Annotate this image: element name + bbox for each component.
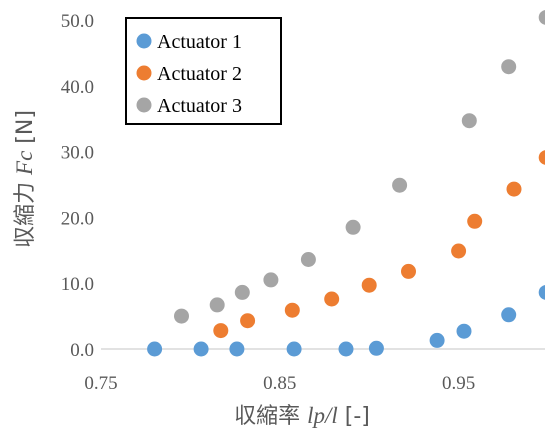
x-tick-label: 0.85 <box>263 373 296 394</box>
legend-marker-actuator-1 <box>136 33 152 49</box>
y-axis-title-symbol: Fc <box>12 151 37 176</box>
data-point <box>501 307 517 323</box>
y-axis-title: 収縮力 Fc [N] <box>12 110 38 248</box>
data-points <box>147 9 545 357</box>
y-tick-label: 20.0 <box>61 208 94 229</box>
x-axis-title-prefix: 収縮率 <box>234 404 307 429</box>
legend-marker-actuator-3 <box>136 97 152 113</box>
data-point <box>286 341 302 357</box>
x-tick-label: 0.95 <box>442 373 475 394</box>
data-point <box>538 150 545 165</box>
data-point <box>147 341 163 357</box>
data-point <box>263 272 279 288</box>
data-point <box>229 341 245 357</box>
data-point <box>429 332 445 348</box>
legend-item: Actuator 3 <box>136 95 242 117</box>
data-point <box>401 263 416 279</box>
legend-item: Actuator 2 <box>136 63 242 85</box>
data-point <box>461 113 477 129</box>
legend-label-actuator-1: Actuator 1 <box>157 31 242 53</box>
data-point <box>284 302 300 318</box>
series-actuator-2 <box>213 150 545 339</box>
data-point <box>213 323 229 339</box>
data-point <box>501 59 517 75</box>
data-point <box>368 340 384 356</box>
data-point <box>456 323 472 339</box>
y-tick-label: 30.0 <box>61 143 94 164</box>
data-point <box>174 308 189 324</box>
y-axis-title-prefix: 収縮力 <box>13 175 38 248</box>
data-point <box>361 277 377 293</box>
data-point <box>467 213 483 229</box>
data-point <box>345 219 361 235</box>
data-point <box>240 313 256 329</box>
legend-label-actuator-3: Actuator 3 <box>157 95 242 117</box>
data-point <box>300 252 316 267</box>
x-axis-title-symbol: lp/l <box>307 403 338 428</box>
legend: Actuator 1 Actuator 2 Actuator 3 <box>125 17 282 125</box>
data-point <box>506 181 522 197</box>
legend-item: Actuator 1 <box>136 31 242 53</box>
y-tick-label: 50.0 <box>61 11 94 32</box>
data-point <box>193 341 209 357</box>
x-tick-label: 0.75 <box>84 373 117 394</box>
legend-marker-actuator-2 <box>136 65 152 81</box>
data-point <box>451 243 467 259</box>
x-tick-labels: 0.75 0.85 0.95 <box>84 373 475 394</box>
data-point <box>538 284 545 300</box>
data-point <box>538 9 545 25</box>
x-axis-title: 収縮率 lp/l [-] <box>234 403 370 429</box>
x-axis-title-unit: [-] <box>338 404 370 429</box>
series-actuator-1 <box>147 284 545 357</box>
data-point <box>324 291 340 307</box>
data-point <box>338 341 354 357</box>
y-tick-label: 0.0 <box>70 340 94 361</box>
legend-label-actuator-2: Actuator 2 <box>157 63 242 85</box>
legend-box <box>125 17 282 125</box>
y-tick-label: 40.0 <box>61 77 94 98</box>
data-point <box>392 177 408 193</box>
data-point <box>209 297 225 313</box>
series-actuator-3 <box>174 9 545 324</box>
y-axis-title-unit: [N] <box>13 110 38 151</box>
y-tick-label: 10.0 <box>61 274 94 295</box>
y-tick-labels: 0.0 10.0 20.0 30.0 40.0 50.0 <box>61 11 94 361</box>
data-point <box>234 284 250 300</box>
